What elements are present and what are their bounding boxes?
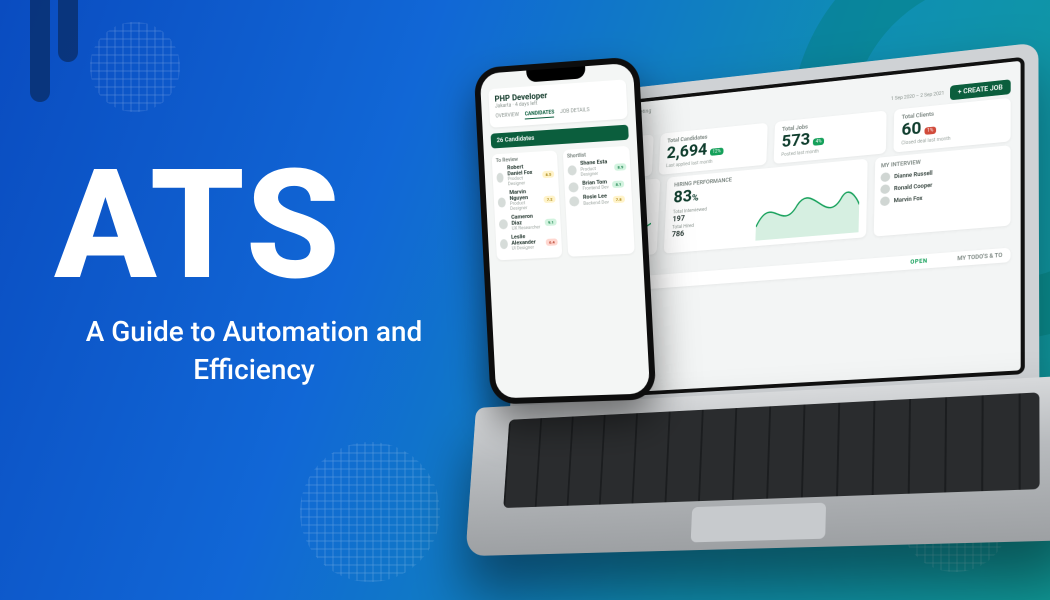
phone-col-title: To Review — [496, 155, 554, 165]
hero-text-block: ATS A Guide to Automation and Efficiency — [54, 158, 484, 388]
phone-screen: PHP Developer Jakarta · 4 days left OVER… — [480, 63, 650, 399]
candidate-card[interactable]: Leslie AlexanderUI Designer 6.4 — [500, 233, 558, 252]
metric-total-clients[interactable]: Total Clients 601% Closed deal last mont… — [893, 98, 1010, 153]
footer-todo-title: MY TODO'S & TO — [957, 252, 1002, 262]
candidate-card[interactable]: Marvin NguyenProduct Designer 7.2 — [497, 188, 556, 212]
candidate-card[interactable]: Rosie LeeBackend Dev 7.8 — [569, 193, 628, 207]
hiring-chart — [755, 177, 860, 241]
score-badge: 7.2 — [544, 195, 556, 203]
candidate-sub: UI Designer — [512, 245, 543, 252]
avatar — [880, 184, 890, 194]
avatar — [568, 182, 578, 193]
phone-candidates-label: Candidates — [505, 135, 535, 144]
date-range[interactable]: 1 Sep 2020 – 2 Sep 2021 — [891, 91, 944, 102]
score-badge: 8.1 — [612, 181, 624, 189]
candidate-sub: Frontend Dev — [582, 185, 608, 192]
candidate-card[interactable]: Robert Daniel FoxProduct Designer 8.5 — [496, 164, 555, 188]
phone-col-shortlist: Shortlist Shane EstaProduct Designer 8.9… — [563, 146, 635, 257]
score-badge: 9.1 — [545, 218, 557, 226]
tab-overview[interactable]: OVERVIEW — [495, 112, 519, 122]
phone-mockup: PHP Developer Jakarta · 4 days left OVER… — [474, 56, 657, 404]
metric-delta-badge: 1% — [924, 127, 936, 136]
metric-value: 573 — [781, 130, 810, 152]
hero-subtitle: A Guide to Automation and Efficiency — [54, 313, 454, 389]
create-job-button[interactable]: + CREATE JOB — [950, 79, 1011, 100]
hiring-value: 83 — [673, 187, 692, 207]
avatar — [500, 239, 508, 249]
score-badge: 8.5 — [542, 171, 554, 179]
phone-candidates-strip: 26 Candidates — [491, 125, 629, 149]
phone-header-card: PHP Developer Jakarta · 4 days left OVER… — [488, 79, 627, 127]
metric-delta-badge: 4% — [813, 138, 825, 146]
hiring-performance-card[interactable]: HIRING PERFORMANCE 83% Total Interviewed… — [664, 159, 868, 254]
avatar — [881, 172, 891, 182]
avatar — [498, 197, 507, 207]
phone-columns: To Review Robert Daniel FoxProduct Desig… — [492, 146, 635, 261]
hero-title: ATS — [54, 158, 484, 295]
avatar — [567, 165, 576, 176]
footer-status: OPEN — [910, 258, 927, 266]
deco-bar — [58, 0, 78, 62]
deco-bar — [30, 0, 50, 102]
interview-name: Marvin Fox — [894, 195, 923, 204]
laptop-trackpad — [691, 503, 826, 543]
score-badge: 6.4 — [546, 238, 558, 246]
avatar — [569, 196, 579, 207]
candidate-sub: UX Researcher — [512, 225, 542, 232]
phone-col-title: Shortlist — [567, 150, 626, 160]
candidate-sub: Product Designer — [508, 175, 540, 187]
hiring-unit: % — [692, 193, 699, 203]
metric-value: 60 — [901, 119, 921, 140]
candidate-card[interactable]: Cameron DiazUX Researcher 9.1 — [499, 213, 557, 232]
my-interview-card[interactable]: MY INTERVIEW Dianne Russell Ronald Coope… — [874, 145, 1011, 236]
candidate-card[interactable]: Shane EstaProduct Designer 8.9 — [567, 159, 626, 178]
score-badge: 8.9 — [614, 163, 626, 171]
candidate-sub: Product Designer — [580, 166, 611, 178]
score-badge: 7.8 — [613, 195, 625, 203]
metric-total-candidates[interactable]: Total Candidates 2,69412% Last applied l… — [659, 123, 768, 175]
tab-candidates[interactable]: CANDIDATES — [525, 110, 555, 120]
candidate-sub: Product Designer — [510, 200, 541, 212]
tab-job-details[interactable]: JOB DETAILS — [560, 107, 590, 117]
interview-name: Ronald Cooper — [894, 182, 933, 192]
phone-col-to-review: To Review Robert Daniel FoxProduct Desig… — [492, 150, 563, 260]
avatar — [880, 196, 890, 206]
deco-dots — [300, 442, 440, 582]
avatar — [496, 172, 504, 182]
phone-candidates-count: 26 — [497, 137, 504, 144]
interview-name: Dianne Russell — [894, 170, 933, 180]
metric-total-jobs[interactable]: Total Jobs 5734% Posted last month — [774, 110, 887, 164]
deco-dots — [90, 22, 180, 112]
metric-delta-badge: 12% — [710, 148, 724, 156]
avatar — [499, 219, 508, 229]
candidate-card[interactable]: Brian TomFrontend Dev 8.1 — [568, 179, 627, 193]
candidate-sub: Backend Dev — [583, 200, 609, 206]
hero-banner: ATS A Guide to Automation and Efficiency… — [0, 0, 1050, 600]
